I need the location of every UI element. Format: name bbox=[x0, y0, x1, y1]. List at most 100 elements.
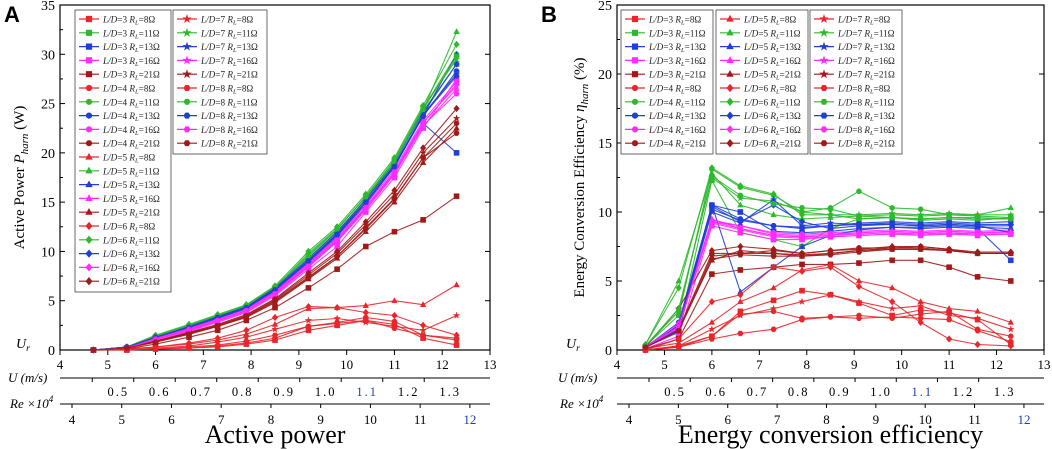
data-point bbox=[974, 274, 981, 280]
ur-tick-label: 13 bbox=[1038, 357, 1051, 372]
legend-label: L/D=4 RL=21Ω bbox=[102, 139, 160, 151]
legend-label: L/D=8 RL=11Ω bbox=[200, 97, 258, 109]
legend-swatch-marker bbox=[819, 41, 829, 51]
data-point bbox=[798, 267, 806, 276]
panel-b: B 0 5 10 15 20 25 Energy Conversion Efficiency … bbox=[541, 0, 1051, 449]
data-point bbox=[889, 214, 896, 221]
data-point bbox=[271, 313, 279, 322]
legend-label: L/D=7 RL=13Ω bbox=[200, 42, 258, 54]
u-tick-label: 0.7 bbox=[747, 385, 769, 399]
data-point bbox=[420, 155, 427, 161]
data-point bbox=[770, 253, 777, 259]
legend-swatch-marker bbox=[820, 98, 828, 105]
data-point bbox=[391, 311, 398, 320]
legend-swatch-marker bbox=[85, 126, 93, 133]
y-tick-label: 5 bbox=[605, 275, 612, 290]
data-point bbox=[945, 305, 953, 311]
legend-swatch-marker bbox=[726, 14, 734, 22]
legend-swatch-marker bbox=[85, 249, 93, 258]
data-point bbox=[271, 325, 279, 333]
data-point bbox=[974, 231, 981, 237]
data-point bbox=[453, 193, 460, 200]
data-point bbox=[362, 308, 369, 317]
data-point bbox=[798, 297, 806, 305]
data-point bbox=[946, 230, 953, 236]
y-tick-label: 20 bbox=[598, 68, 612, 83]
data-point bbox=[1006, 325, 1015, 333]
legend-swatch-marker bbox=[183, 85, 191, 91]
legend-swatch-marker bbox=[726, 97, 734, 106]
legend-swatch-marker bbox=[85, 71, 93, 78]
data-point bbox=[708, 298, 716, 306]
legend-label: L/D=7 RL=21Ω bbox=[837, 70, 895, 82]
legend-label: L/D=6 RL=13Ω bbox=[743, 111, 801, 123]
data-point bbox=[946, 220, 953, 226]
data-point bbox=[453, 281, 460, 288]
re-axis-label: Re ×104 bbox=[9, 394, 54, 411]
data-point bbox=[243, 313, 250, 320]
u-tick-label: 0.6 bbox=[705, 385, 727, 399]
data-point bbox=[420, 106, 427, 113]
data-point bbox=[827, 252, 834, 258]
legend-box bbox=[74, 9, 172, 293]
u-tick-label: 1.3 bbox=[994, 385, 1016, 399]
data-point bbox=[737, 298, 744, 304]
legend-swatch-marker bbox=[631, 112, 639, 119]
y-tick-label: 25 bbox=[41, 98, 55, 113]
ur-tick-label: 13 bbox=[484, 357, 497, 372]
ur-tick-label: 12 bbox=[436, 357, 449, 372]
legend-label: L/D=8 RL=13Ω bbox=[200, 111, 258, 123]
legend-swatch-marker bbox=[85, 15, 93, 23]
data-point bbox=[123, 345, 130, 351]
data-point bbox=[974, 216, 981, 222]
data-point bbox=[770, 284, 777, 291]
legend-swatch-marker bbox=[85, 277, 93, 286]
data-point bbox=[973, 314, 982, 322]
legend-label: L/D=5 RL=8Ω bbox=[743, 15, 796, 27]
data-point bbox=[770, 232, 777, 239]
data-point bbox=[391, 297, 398, 303]
data-point bbox=[305, 323, 312, 330]
u-tick-label: 1.1 bbox=[911, 385, 933, 399]
data-point bbox=[334, 320, 341, 327]
data-point bbox=[152, 339, 159, 345]
series-group bbox=[641, 164, 1015, 354]
data-point bbox=[675, 308, 682, 315]
data-point bbox=[675, 284, 682, 292]
data-point bbox=[855, 231, 863, 237]
legend-label: L/D=4 RL=11Ω bbox=[102, 97, 160, 109]
data-point bbox=[827, 223, 834, 229]
data-point bbox=[391, 196, 398, 202]
legend-swatch-marker bbox=[182, 69, 192, 79]
legend-label: L/D=5 RL=13Ω bbox=[102, 180, 160, 192]
legend-swatch-marker bbox=[631, 126, 639, 133]
ur-tick-label: 9 bbox=[851, 357, 858, 372]
data-point bbox=[737, 201, 744, 208]
panel-a: A 0 5 10 15 20 25 30 35 Active Power Pharn (W) 4 5 6… bbox=[4, 0, 497, 449]
data-point bbox=[453, 28, 460, 34]
re-tick-label: 6 bbox=[724, 412, 731, 427]
data-point bbox=[770, 223, 777, 229]
data-point bbox=[737, 192, 744, 199]
legend-swatch-marker bbox=[631, 15, 639, 23]
ur-axis-label: Ur bbox=[566, 337, 580, 354]
legend-swatch-marker bbox=[726, 42, 734, 50]
data-point bbox=[708, 256, 715, 262]
data-point bbox=[798, 253, 806, 259]
legend-label: L/D=7 RL=21Ω bbox=[200, 70, 258, 82]
legend-swatch-marker bbox=[631, 57, 639, 64]
data-point bbox=[453, 40, 460, 49]
data-point bbox=[827, 263, 834, 271]
data-point bbox=[888, 284, 896, 291]
legend-swatch-marker bbox=[85, 43, 93, 50]
data-point bbox=[453, 124, 460, 131]
data-point bbox=[305, 263, 312, 269]
legend-label: L/D=8 RL=13Ω bbox=[837, 111, 895, 123]
legend-swatch-marker bbox=[726, 56, 734, 63]
data-point bbox=[214, 342, 221, 348]
legend-label: L/D=8 RL=8Ω bbox=[837, 84, 890, 96]
legend-label: L/D=6 RL=11Ω bbox=[102, 235, 160, 247]
ur-tick-label: 7 bbox=[756, 357, 763, 372]
data-point bbox=[708, 206, 715, 212]
ur-tick-label: 5 bbox=[105, 357, 112, 372]
